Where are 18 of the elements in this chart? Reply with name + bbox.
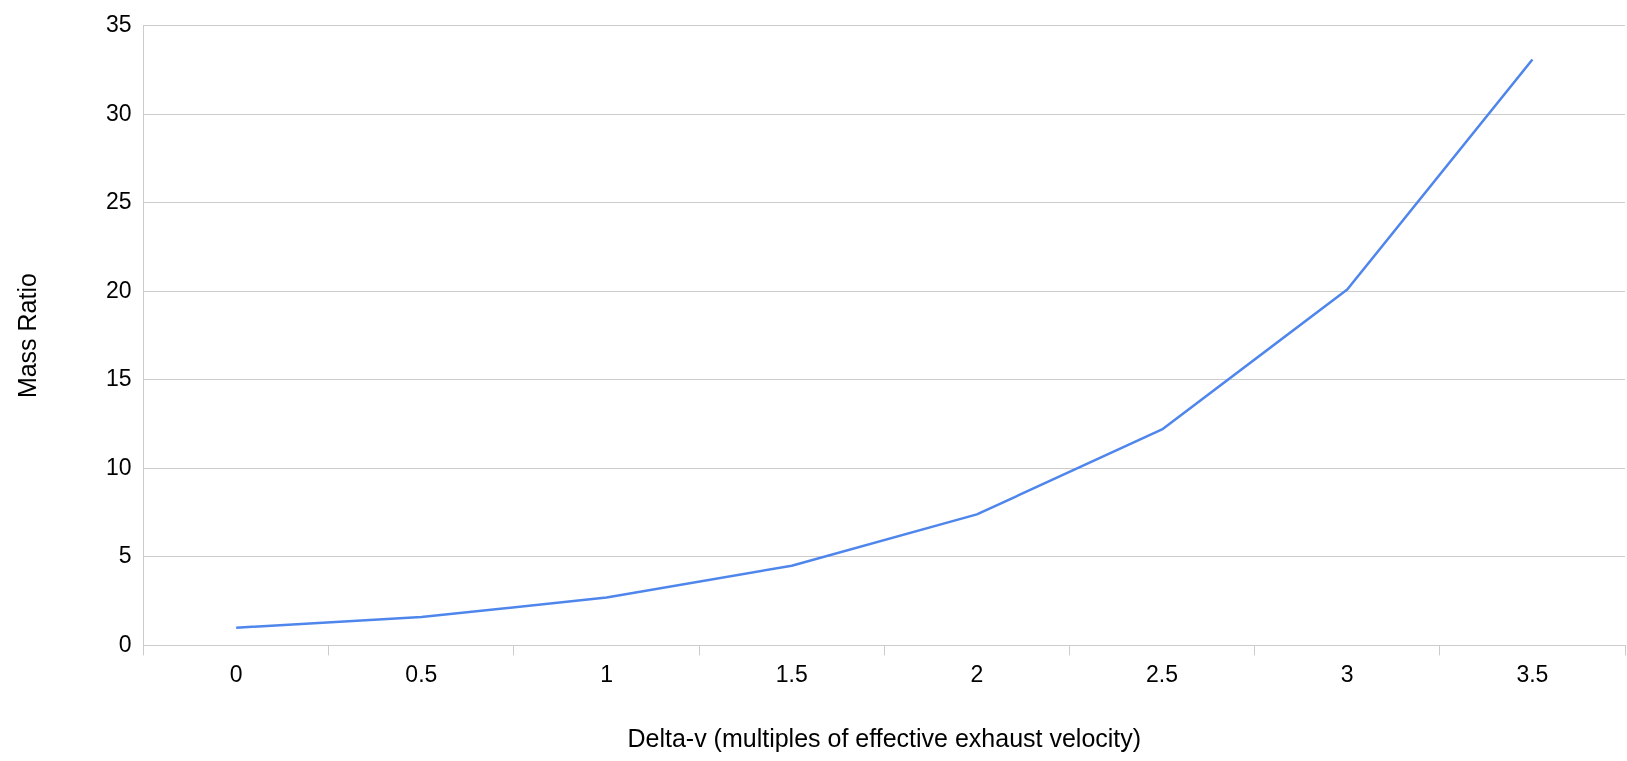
x-tick-label: 3 — [1340, 660, 1354, 687]
x-tick-label: 2 — [970, 660, 984, 687]
y-tick-label: 25 — [105, 188, 132, 215]
x-tick-label: 0.5 — [405, 660, 438, 687]
x-axis-title: Delta-v (multiples of effective exhaust velocity) — [627, 723, 1142, 752]
x-tick-label: 0 — [229, 660, 243, 687]
x-tick-label: 1 — [600, 660, 613, 687]
y-tick-label: 35 — [105, 11, 132, 38]
y-tick-label: 20 — [105, 276, 132, 303]
y-tick-label: 0 — [118, 630, 132, 657]
y-axis-title: Mass Ratio — [12, 273, 41, 399]
y-tick-label: 5 — [118, 542, 132, 569]
y-tick-label: 15 — [105, 365, 132, 392]
x-tick-label: 1.5 — [775, 660, 808, 687]
y-tick-label: 30 — [105, 99, 132, 126]
x-tick-label: 2.5 — [1146, 660, 1179, 687]
y-tick-label: 10 — [105, 453, 132, 480]
x-tick-label: 3.5 — [1516, 660, 1549, 687]
